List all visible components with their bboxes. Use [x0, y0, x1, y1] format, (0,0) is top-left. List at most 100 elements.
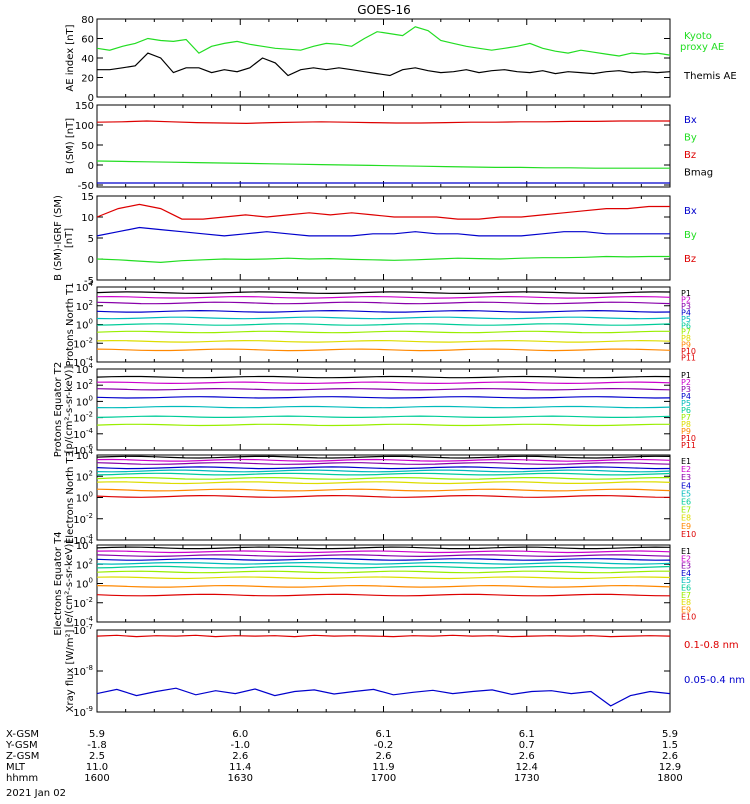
- channel-line-E1: [96, 546, 671, 550]
- x-axis-value: 2.6: [519, 751, 535, 762]
- y-tick-label: 10-2: [73, 411, 93, 425]
- channel-line-P7: [96, 330, 670, 334]
- chart-title: GOES-16: [357, 3, 411, 17]
- channel-label: P11: [681, 441, 696, 450]
- x-axis-value: 5.9: [89, 729, 105, 740]
- channel-line-E4: [96, 466, 671, 470]
- x-axis-value: 6.0: [232, 729, 248, 740]
- channel-label: P10: [681, 434, 696, 443]
- channel-line-P1: [96, 291, 671, 295]
- panel-frame: [96, 18, 671, 98]
- y-axis-label: Electrons North T3: [65, 451, 76, 544]
- y-tick-label: 104: [76, 280, 94, 294]
- y-tick-label: 102: [76, 378, 93, 392]
- channel-label: P5: [681, 315, 691, 324]
- y-tick-label: 100: [76, 577, 93, 591]
- channel-line-E6: [96, 472, 671, 476]
- channel-label: P3: [681, 385, 691, 394]
- y-tick-label: 104: [76, 538, 94, 552]
- x-axis-row-label: hhmm: [6, 773, 38, 784]
- channel-line-P1: [96, 375, 671, 379]
- y-axis-label: Xray flux [W/m²]: [65, 630, 76, 713]
- series-line-red: [96, 120, 670, 125]
- y-tick-label: 100: [76, 318, 93, 332]
- channel-label: E8: [681, 514, 691, 523]
- channel-label: P3: [681, 302, 691, 311]
- x-axis-value: 2.6: [232, 751, 248, 762]
- legend-entry: Themis AE: [683, 71, 737, 82]
- channel-label: P6: [681, 406, 691, 415]
- channel-line-P3: [96, 301, 671, 305]
- channel-label: E9: [681, 605, 691, 614]
- legend-entry: Bz: [684, 150, 696, 161]
- legend-entry: 0.05-0.4 nm: [684, 675, 745, 686]
- y-tick-label: -5: [84, 276, 94, 287]
- y-tick-label: 102: [76, 469, 93, 483]
- channel-label: E10: [681, 613, 696, 622]
- legend-entry: Bx: [684, 206, 697, 217]
- channel-line-E9: [96, 488, 671, 492]
- y-tick-label: 0: [88, 255, 94, 266]
- y-tick-label: 40: [81, 54, 94, 65]
- channel-line-P4: [96, 396, 671, 399]
- x-axis-value: 1700: [371, 773, 396, 784]
- panel-ae: 0 20 40 60 80 AE index [nT] Kyoto proxy AE Themi…: [65, 15, 737, 104]
- channel-label: E3: [681, 562, 691, 571]
- channel-label: P7: [681, 413, 691, 422]
- channel-label: E4: [681, 481, 691, 490]
- y-tick-label: 10-4: [73, 355, 93, 369]
- channel-label: P11: [681, 354, 696, 363]
- channel-line-E10: [96, 494, 671, 498]
- channel-label: E7: [681, 506, 691, 515]
- y-tick-label: 10-2: [73, 512, 93, 526]
- legend-entry: Kyoto proxy AE: [680, 31, 724, 53]
- y-tick-label: 80: [81, 15, 94, 26]
- x-axis-value: 0.7: [519, 740, 535, 751]
- channel-label: P5: [681, 399, 691, 408]
- y-axis-label: Protons North T1: [65, 282, 76, 366]
- channel-label: P10: [681, 347, 696, 356]
- series-line-blue: [96, 687, 671, 707]
- x-axis-value: 2.6: [662, 751, 678, 762]
- x-axis-row-label: MLT: [6, 762, 26, 773]
- legend-entry: 0.1-0.8 nm: [684, 640, 739, 651]
- y-tick-label: 5: [88, 234, 94, 245]
- channel-label: P2: [681, 295, 691, 304]
- channel-line-P7: [96, 423, 670, 427]
- x-axis-value: 2.6: [376, 751, 392, 762]
- channel-line-E4: [96, 558, 671, 561]
- legend-entry: Bx: [684, 115, 697, 126]
- panel-frame: [96, 368, 671, 451]
- panel-frame: [96, 544, 671, 623]
- channel-label: E5: [681, 576, 691, 585]
- y-tick-label: 50: [81, 141, 94, 152]
- channel-label: P8: [681, 420, 691, 429]
- channel-line-E3: [96, 554, 671, 558]
- y-tick-label: 10-9: [73, 705, 93, 719]
- channel-line-P5: [96, 405, 671, 409]
- y-axis-label: AE index [nT]: [65, 24, 76, 91]
- channel-line-E5: [96, 561, 671, 565]
- x-axis-value: 11.0: [86, 762, 108, 773]
- channel-label: E3: [681, 473, 691, 482]
- x-axis-value: 1600: [84, 773, 109, 784]
- y-tick-label: 10-2: [73, 336, 93, 350]
- y-tick-label: 10-4: [73, 615, 93, 629]
- channel-line-P4: [96, 309, 671, 313]
- x-axis-value: 5.9: [662, 729, 678, 740]
- y-tick-label: 10-4: [73, 427, 93, 441]
- panel-frame: [96, 104, 671, 188]
- channel-label: P4: [681, 392, 691, 401]
- y-tick-label: 10-7: [73, 623, 93, 637]
- y-tick-label: -50: [78, 181, 94, 192]
- channel-line-E7: [96, 570, 670, 574]
- channel-label: E2: [681, 554, 691, 563]
- y-tick-label: 104: [76, 362, 94, 376]
- channel-line-P6: [96, 415, 671, 418]
- channel-line-E9: [96, 584, 671, 588]
- channel-line-P3: [96, 387, 671, 391]
